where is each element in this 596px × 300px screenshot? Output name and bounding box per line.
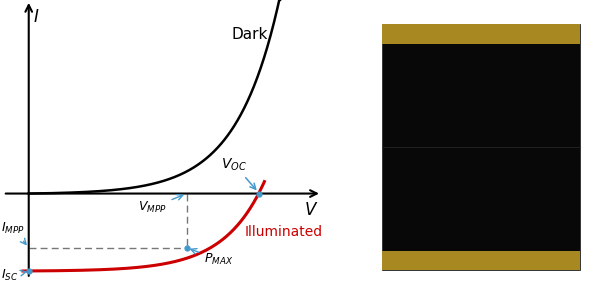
- Text: $V_{MPP}$: $V_{MPP}$: [138, 195, 183, 215]
- Text: Illuminated: Illuminated: [245, 225, 323, 239]
- Text: Dark: Dark: [231, 27, 268, 42]
- Bar: [382, 24, 579, 270]
- Text: $V_{OC}$: $V_{OC}$: [221, 156, 256, 189]
- Bar: [382, 250, 579, 270]
- Text: $P_{MAX}$: $P_{MAX}$: [191, 249, 233, 267]
- Bar: [382, 24, 579, 44]
- Text: $I_{SC}$: $I_{SC}$: [1, 268, 26, 283]
- Text: V: V: [305, 201, 316, 219]
- Text: $I_{MPP}$: $I_{MPP}$: [1, 221, 26, 244]
- Text: I: I: [33, 8, 38, 26]
